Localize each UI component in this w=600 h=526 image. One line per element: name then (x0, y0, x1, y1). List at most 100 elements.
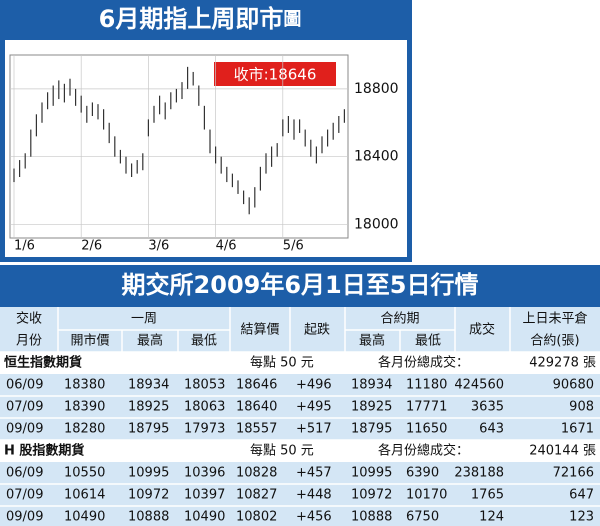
table-text: 最高 (137, 333, 163, 349)
y-tick-label: 18800 (354, 81, 399, 97)
table-text: 10396 (184, 466, 225, 481)
table-text: 18640 (236, 400, 277, 415)
table-text: 合約期 (380, 312, 419, 327)
table-text: 交收 (16, 311, 42, 327)
table-text: 結算價 (240, 323, 279, 338)
table-text: 每點 50 元 (250, 355, 314, 371)
table-text: 18934 (351, 378, 392, 393)
table-text: 10995 (351, 466, 392, 481)
x-tick-label: 5/6 (283, 239, 304, 254)
table-text: 最低 (191, 334, 217, 349)
table-text: 07/09 (6, 488, 43, 503)
table-text: 上日未平倉 (522, 312, 587, 327)
table-text: 月份 (16, 334, 42, 349)
table-text: 11180 (406, 378, 447, 393)
table-text: 合約(張) (530, 334, 579, 349)
table-text: 最高 (359, 333, 385, 349)
table-bg (0, 307, 600, 526)
plot-frame (9, 54, 349, 239)
table-text: +496 (296, 378, 332, 393)
table-text: 10827 (236, 488, 277, 503)
table-text: 647 (569, 488, 594, 503)
table-text: 各月份總成交： (378, 443, 469, 459)
section-row (0, 352, 600, 374)
annotation: 收市:18646 (234, 66, 317, 84)
table-text: 429278 張 (529, 356, 596, 371)
table-title: 期交所2009年6月1日至5日行情 (122, 271, 479, 299)
table-text: 18795 (351, 422, 392, 437)
table-text: 17771 (406, 400, 447, 415)
table-text: 17973 (184, 422, 225, 437)
table-text: 90680 (553, 378, 594, 393)
table-text: +448 (296, 488, 332, 503)
table-text: 06/09 (6, 378, 43, 393)
table-text: 09/09 (6, 422, 43, 437)
table-text: 10972 (351, 488, 392, 503)
table-text: 643 (479, 422, 504, 437)
table-text: 10170 (406, 488, 447, 503)
table-text: +495 (296, 400, 332, 415)
table-text: 72166 (553, 466, 594, 481)
table-text: 124 (479, 510, 504, 525)
table-title-bar (0, 265, 600, 307)
x-tick-label: 2/6 (81, 239, 102, 254)
table-text: 10828 (236, 466, 277, 481)
table-text: 10802 (236, 510, 277, 525)
y-tick-label: 18000 (354, 216, 399, 232)
table-text: 10614 (64, 488, 105, 503)
table-text: 開市價 (70, 333, 109, 349)
table-text: 10995 (128, 466, 169, 481)
annotation-box (214, 62, 336, 86)
table-text: 18925 (128, 400, 169, 415)
table-text: 18795 (128, 422, 169, 437)
section-row (0, 440, 600, 462)
table-text: 18390 (64, 400, 105, 415)
table-text: 每點 50 元 (250, 443, 314, 459)
table-text: 18053 (184, 378, 225, 393)
table-text: 123 (569, 510, 594, 525)
table-text: 1671 (561, 422, 594, 437)
table-text: 6390 (406, 466, 439, 481)
table-text: 成交 (469, 322, 495, 338)
table-text: 18925 (351, 400, 392, 415)
table-text: 一周 (131, 312, 157, 327)
table-text: 3635 (471, 400, 504, 415)
table-text: 6750 (406, 510, 439, 525)
table-text: 240144 張 (529, 444, 596, 459)
chart-title: 6月期指上周即市圖 (99, 5, 302, 33)
table-text: 10972 (128, 488, 169, 503)
table-text: +456 (296, 510, 332, 525)
table-text: 18646 (236, 378, 277, 393)
table-text: 恒生指數期貨 (4, 355, 82, 371)
x-tick-label: 4/6 (216, 239, 237, 254)
table-text: 09/09 (6, 510, 43, 525)
table-text: 06/09 (6, 466, 43, 481)
table-text: H 股指數期貨 (4, 443, 84, 459)
table-text: 18380 (64, 378, 105, 393)
x-tick-label: 1/6 (14, 239, 35, 254)
table-text: 908 (569, 400, 594, 415)
table-text: 10397 (184, 488, 225, 503)
table-text: 11650 (406, 422, 447, 437)
table-text: 10490 (184, 510, 225, 525)
table-text: 18934 (128, 378, 169, 393)
table-text: 18063 (184, 400, 225, 415)
table-text: +517 (296, 422, 332, 437)
table-text: +457 (296, 466, 332, 481)
table-text: 1765 (471, 488, 504, 503)
table-text: 10888 (351, 510, 392, 525)
table-text: 10888 (128, 510, 169, 525)
table-text: 各月份總成交： (378, 355, 469, 371)
table-text: 18280 (64, 422, 105, 437)
table-text: 238188 (454, 466, 504, 481)
table-text: 10490 (64, 510, 105, 525)
x-tick-label: 3/6 (148, 239, 169, 254)
table-text: 起跌 (304, 322, 330, 338)
table-text: 18557 (236, 422, 277, 437)
table-text: 10550 (64, 466, 105, 481)
y-tick-label: 18400 (354, 149, 399, 165)
table-text: 424560 (454, 378, 504, 393)
chart-panel (5, 40, 407, 257)
table-text: 07/09 (6, 400, 43, 415)
